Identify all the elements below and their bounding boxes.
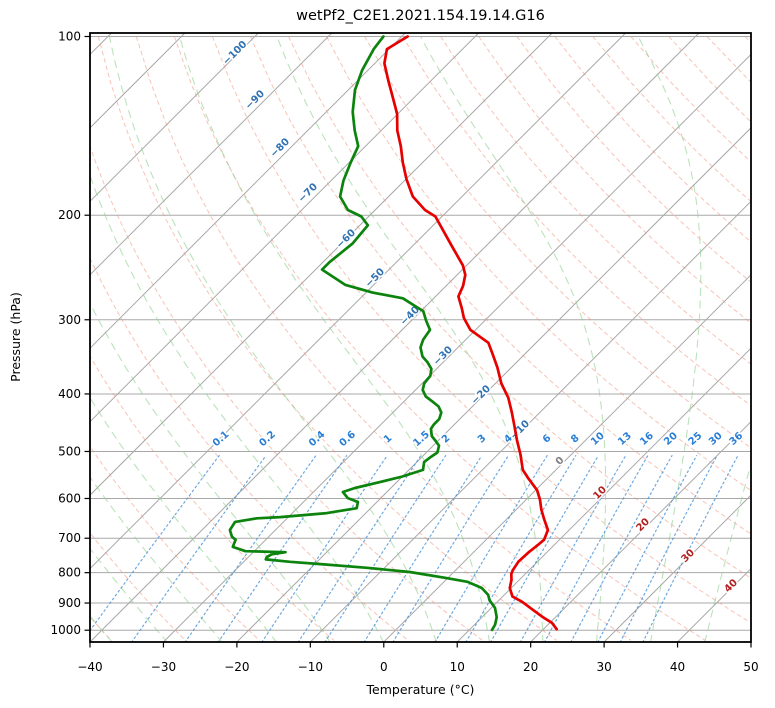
isotherm-label: −80	[268, 136, 292, 160]
temperature-curve	[383, 35, 559, 631]
y-tick-label: 500	[58, 444, 81, 458]
mixing-ratio-label: 13	[616, 430, 634, 448]
isotherm-label: −30	[431, 344, 455, 368]
y-axis: 100 200 300 400 500 600 700 800 900 1000 Pressure …	[8, 30, 90, 637]
isotherm-label: 40	[722, 577, 740, 595]
mixing-ratio-label: 30	[707, 430, 725, 448]
y-tick-label: 300	[58, 313, 81, 327]
moist-adiabats-group	[90, 36, 751, 642]
x-tick-label: 30	[596, 660, 611, 674]
x-tick-label: 40	[670, 660, 685, 674]
mixing-ratio-label: 1	[382, 433, 395, 446]
y-tick-label: 700	[58, 531, 81, 545]
x-axis-label: Temperature (°C)	[366, 682, 475, 697]
mixing-ratio-label: 8	[569, 433, 582, 446]
mixing-ratio-labels-group: 0.1 0.2 0.4 0.6 1 1.5 2 3 4 6 8 10 13 16 20 25 30 36	[209, 428, 746, 451]
x-tick-label: −10	[298, 660, 323, 674]
mixing-lines-group	[90, 455, 739, 642]
mixing-ratio-label: 2	[440, 433, 453, 446]
mixing-ratio-label: 16	[638, 430, 656, 448]
x-axis: −40 −30 −20 −10 0 10 20 30 40 50 Temperature (°C)	[77, 642, 759, 697]
isotherm-label: −70	[296, 181, 320, 205]
y-tick-label: 800	[58, 566, 81, 580]
dry-adiabats-group	[90, 36, 751, 641]
plot-background: −100−90−80−70−60−50−40−30−20−10010203040…	[90, 33, 751, 642]
mixing-ratio-label: 0.6	[338, 429, 359, 449]
isotherm-label: −90	[243, 88, 267, 112]
isobars-group	[90, 36, 751, 631]
isotherm-label: 30	[679, 547, 697, 565]
x-tick-label: 10	[450, 660, 465, 674]
isotherm-label: −20	[469, 383, 493, 407]
y-axis-label: Pressure (hPa)	[8, 292, 23, 382]
x-tick-label: −20	[224, 660, 249, 674]
y-tick-label: 1000	[50, 623, 81, 637]
mixing-ratio-label: 20	[662, 430, 680, 448]
isotherm-label: −50	[363, 266, 387, 290]
mixing-ratio-label: 6	[541, 433, 554, 446]
mixing-ratio-label: 0.1	[211, 429, 232, 449]
isotherm-label: −100	[221, 39, 249, 67]
x-tick-label: 50	[743, 660, 758, 674]
y-tick-label: 900	[58, 596, 81, 610]
x-tick-label: 20	[523, 660, 538, 674]
mixing-ratio-label: 3	[476, 433, 489, 446]
mixing-ratio-label: 25	[687, 430, 705, 448]
dewpoint-curve	[228, 35, 499, 632]
y-tick-label: 400	[58, 387, 81, 401]
plot-border	[89, 32, 752, 643]
isotherms-group	[90, 33, 751, 642]
x-tick-label: −40	[77, 660, 102, 674]
y-tick-label: 600	[58, 491, 81, 505]
isotherm-label: 0	[554, 455, 567, 468]
mixing-ratio-label: 1.5	[411, 429, 432, 449]
x-tick-label: −30	[151, 660, 176, 674]
mixing-ratio-label: 0.2	[257, 429, 278, 449]
y-tick-label: 200	[58, 208, 81, 222]
isotherm-label: 10	[591, 484, 609, 502]
y-tick-label: 100	[58, 30, 81, 44]
chart-title: wetPf2_C2E1.2021.154.19.14.G16	[296, 8, 545, 24]
x-tick-label: 0	[380, 660, 388, 674]
